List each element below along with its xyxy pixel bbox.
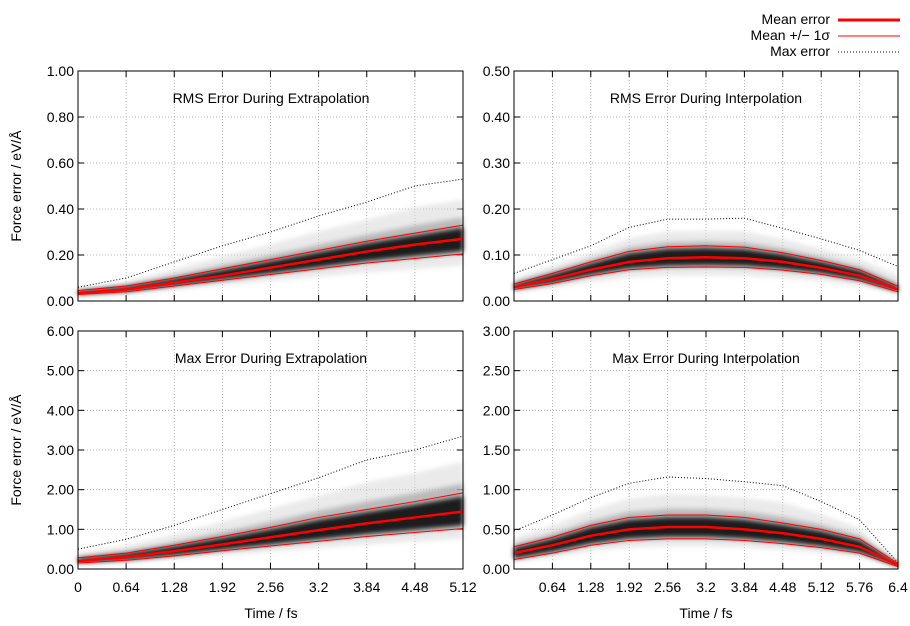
x-tick-label: 4.48: [401, 579, 428, 595]
density-shade-core: [78, 496, 463, 563]
x-tick-label: 5.76: [846, 579, 873, 595]
plot-frame: [513, 330, 899, 570]
x-tick-label: 5.12: [449, 579, 476, 595]
y-tick-label: 0.50: [483, 63, 510, 79]
panel-title: Max Error During Interpolation: [612, 350, 800, 366]
x-tick-label: 1.92: [209, 579, 236, 595]
x-axis-label: Time / fs: [244, 605, 297, 621]
y-tick-label: 5.00: [47, 363, 74, 379]
y-tick-label: 2.00: [483, 402, 510, 418]
x-tick-label: 1.92: [616, 579, 643, 595]
panel-rms-extrapolation: 0.00 0.20 0.40 0.60 0.80 1.00 RMS Error Durin…: [8, 63, 464, 309]
series-mean-plus-sigma: [77, 224, 464, 292]
y-tick-label: 1.00: [483, 482, 510, 498]
x-tick-label: 1.28: [577, 579, 604, 595]
x-tick-label: 3.2: [696, 579, 716, 595]
y-tick-label: 0.40: [483, 109, 510, 125]
series-max-error: [513, 476, 899, 563]
y-tick-label: 3.00: [483, 323, 510, 339]
plot-frame: [77, 330, 464, 570]
y-tick-label: 0.10: [483, 247, 510, 263]
panel-title: Max Error During Extrapolation: [175, 350, 367, 366]
x-tick-label: 4.48: [769, 579, 796, 595]
density-shade-mid: [514, 508, 898, 567]
series-mean-error: [513, 256, 899, 291]
legend: Mean error Mean +/− 1σ Max error: [751, 11, 900, 59]
panel-rms-interpolation: 0.00 0.10 0.20 0.30 0.40 0.50 RMS Error Durin…: [483, 63, 899, 309]
x-tick-label: 0.64: [539, 579, 566, 595]
y-tick-label: 0.50: [483, 521, 510, 537]
y-tick-label: 4.00: [47, 402, 74, 418]
plot-frame: [77, 70, 464, 302]
density-shade-core: [78, 227, 463, 295]
panel-title: RMS Error During Extrapolation: [173, 90, 370, 106]
y-tick-label: 0.20: [47, 247, 74, 263]
legend-entry-sigma: Mean +/− 1σ: [751, 27, 831, 43]
panel-max-interpolation: 0.00 0.50 1.00 1.50 2.00 2.50 3.00 0.64 1.28 1.92…: [483, 323, 908, 621]
series-mean-error: [77, 510, 464, 563]
series-mean-error: [513, 525, 899, 567]
x-tick-label: 3.2: [309, 579, 329, 595]
y-axis-label: Force error / eV/Å: [8, 394, 24, 506]
x-tick-label: 2.56: [257, 579, 284, 595]
series-mean-plus-sigma: [513, 514, 899, 564]
x-tick-label: 3.84: [353, 579, 380, 595]
panel-max-extrapolation: 0.00 1.00 2.00 3.00 4.00 5.00 6.00 0 0.64 1.28 1.9…: [8, 323, 477, 621]
series-max-error: [513, 217, 899, 274]
panel-title: RMS Error During Interpolation: [610, 90, 802, 106]
y-tick-label: 6.00: [47, 323, 74, 339]
x-tick-label: 5.12: [808, 579, 835, 595]
y-axis-label: Force error / eV/Å: [8, 130, 24, 242]
y-tick-label: 0.60: [47, 155, 74, 171]
y-tick-label: 1.00: [47, 63, 74, 79]
x-tick-label: 3.84: [731, 579, 758, 595]
legend-entry-mean: Mean error: [762, 11, 831, 27]
series-mean-minus-sigma: [77, 253, 464, 296]
x-tick-label: 6.4: [888, 579, 908, 595]
series-mean-plus-sigma: [77, 492, 464, 559]
y-tick-label: 0.00: [483, 293, 510, 309]
x-axis-label: Time / fs: [679, 605, 732, 621]
y-tick-label: 2.00: [47, 482, 74, 498]
y-tick-label: 3.00: [47, 442, 74, 458]
density-shade-core: [514, 517, 898, 567]
series-mean-minus-sigma: [513, 266, 899, 293]
y-tick-label: 0.80: [47, 109, 74, 125]
y-tick-label: 0.30: [483, 155, 510, 171]
series-mean-minus-sigma: [513, 538, 899, 568]
y-tick-label: 0.00: [483, 561, 510, 577]
plot-frame: [513, 70, 899, 302]
density-shade-mid: [78, 217, 463, 295]
density-shade-outer: [78, 199, 463, 297]
density-shade-outer: [78, 461, 463, 565]
y-tick-label: 1.50: [483, 442, 510, 458]
series-mean-error: [77, 237, 464, 295]
x-tick-label: 1.28: [161, 579, 188, 595]
density-shade-mid: [78, 483, 463, 564]
x-tick-label: 0.64: [113, 579, 140, 595]
y-tick-label: 0.00: [47, 561, 74, 577]
y-tick-label: 2.50: [483, 363, 510, 379]
y-tick-label: 0.00: [47, 293, 74, 309]
series-mean-plus-sigma: [513, 245, 899, 287]
x-tick-label: 0: [74, 579, 82, 595]
series-mean-minus-sigma: [77, 528, 464, 564]
legend-entry-max: Max error: [770, 43, 830, 59]
x-tick-label: 2.56: [654, 579, 681, 595]
y-tick-label: 1.00: [47, 521, 74, 537]
y-tick-label: 0.20: [483, 201, 510, 217]
y-tick-label: 0.40: [47, 201, 74, 217]
density-shade-core: [514, 248, 898, 292]
